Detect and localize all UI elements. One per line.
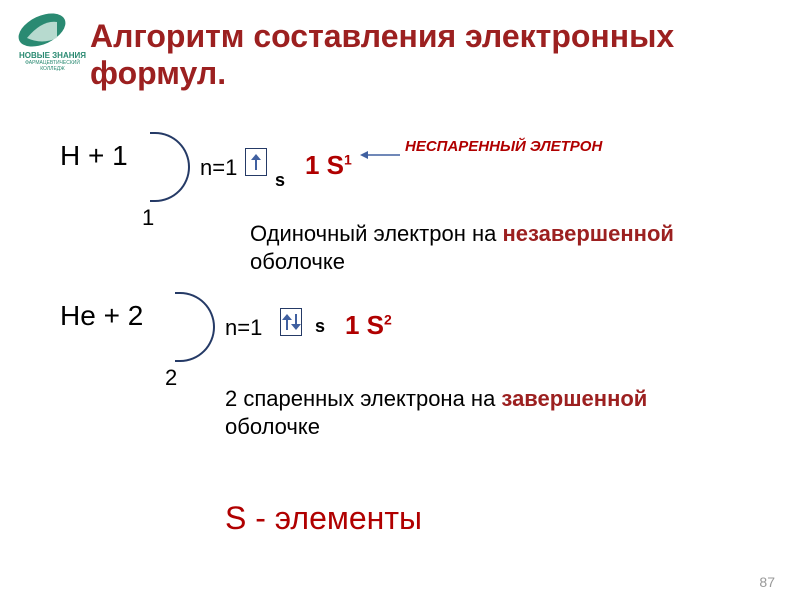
hydrogen-orbital-box	[245, 148, 267, 176]
helium-desc-pre: 2 спаренных электрона на	[225, 386, 501, 411]
helium-config-sup: 2	[384, 311, 392, 327]
logo-subtext: ФАРМАЦЕВТИЧЕСКИЙ КОЛЛЕДЖ	[15, 60, 90, 72]
helium-config: 1 S2	[345, 310, 392, 341]
hydrogen-element: H + 1	[60, 140, 128, 172]
s-elements-label: S - элементы	[225, 500, 422, 537]
helium-description: 2 спаренных электрона на завершенной обо…	[225, 385, 695, 440]
helium-desc-red: завершенной	[501, 386, 647, 411]
helium-config-prefix: 1 S	[345, 310, 384, 340]
helium-desc-post: оболочке	[225, 414, 320, 439]
hydrogen-shell-arc	[150, 132, 190, 202]
logo: НОВЫЕ ЗНАНИЯ ФАРМАЦЕВТИЧЕСКИЙ КОЛЛЕДЖ	[15, 10, 90, 72]
slide-title: Алгоритм составления электронных формул.	[90, 18, 740, 92]
helium-shell-arc	[175, 292, 215, 362]
helium-n-label: n=1	[225, 315, 262, 341]
page-number: 87	[759, 574, 775, 590]
hydrogen-desc-pre: Одиночный электрон на	[250, 221, 502, 246]
hydrogen-s-label: s	[275, 170, 285, 191]
hydrogen-shell-count: 1	[142, 205, 154, 231]
electron-up-icon	[252, 154, 260, 170]
unpaired-electron-label: НЕСПАРЕННЫЙ ЭЛЕТРОН	[405, 138, 602, 155]
hydrogen-desc-post: оболочке	[250, 249, 345, 274]
electron-up-icon	[283, 314, 291, 330]
helium-s-label: s	[315, 316, 325, 337]
hydrogen-config-prefix: 1 S	[305, 150, 344, 180]
electron-down-icon	[292, 314, 300, 330]
helium-orbital-box	[280, 308, 302, 336]
helium-element: He + 2	[60, 300, 143, 332]
logo-pill-icon	[15, 10, 70, 50]
hydrogen-config-sup: 1	[344, 151, 352, 167]
hydrogen-config: 1 S1	[305, 150, 352, 181]
hydrogen-n-label: n=1	[200, 155, 237, 181]
helium-shell-count: 2	[165, 365, 177, 391]
hydrogen-description: Одиночный электрон на незавершенной обол…	[250, 220, 700, 275]
pointer-arrow-icon	[360, 150, 400, 160]
logo-text: НОВЫЕ ЗНАНИЯ	[15, 52, 90, 60]
hydrogen-desc-red: незавершенной	[502, 221, 673, 246]
